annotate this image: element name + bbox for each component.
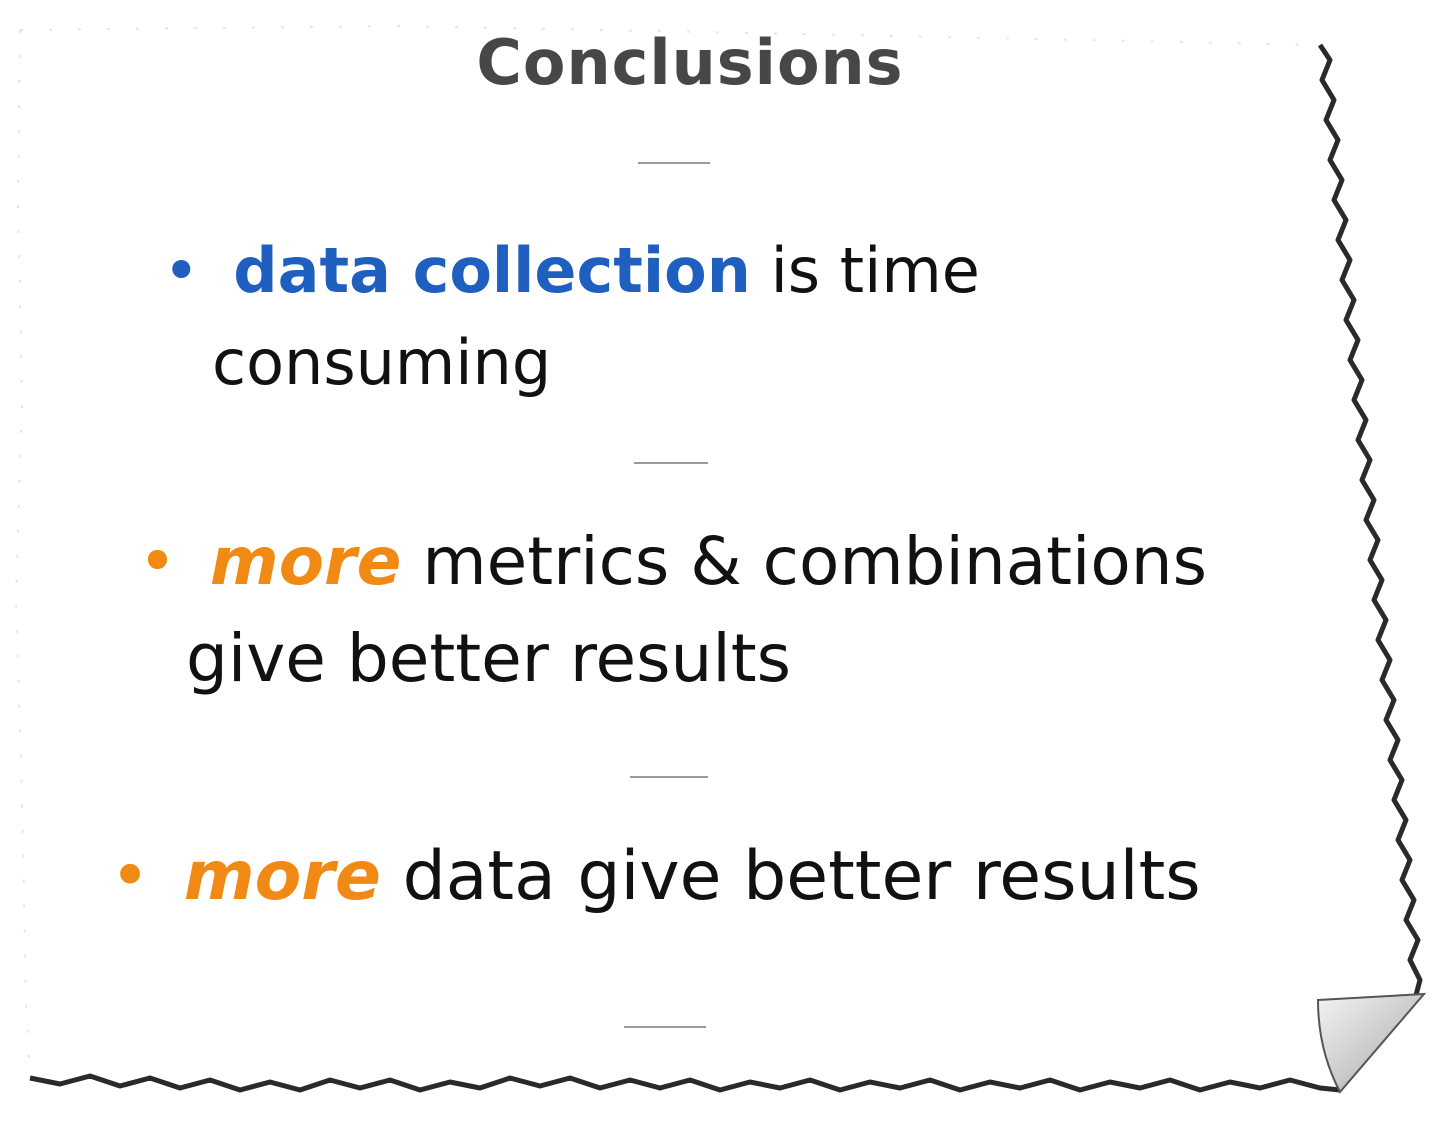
bullet-3-text: data give better results [380, 837, 1201, 916]
torn-bottom-edge [29, 1073, 1341, 1093]
paper-sheet [20, 30, 1420, 1090]
faint-top-edge [19, 24, 1321, 46]
bullet-1-line-1: • data collection is time [163, 240, 980, 302]
bullet-1-dot: • [163, 234, 200, 307]
bullet-3-dot: • [110, 837, 151, 916]
bullet-2-line-2: give better results [186, 620, 791, 697]
bullet-2-dot: • [138, 523, 177, 600]
bullet-1-highlight: data collection [233, 234, 751, 307]
torn-right-edge [1317, 43, 1423, 996]
bullet-2-text: metrics & combinations [401, 523, 1207, 600]
bullet-2-line-1: • more metrics & combinations [138, 529, 1207, 595]
divider-1 [638, 162, 710, 164]
bullet-1-line-2: consuming [212, 326, 552, 399]
divider-4 [624, 1026, 706, 1028]
bullet-3-line-1: • more data give better results [110, 843, 1201, 911]
divider-2 [634, 462, 708, 464]
bullet-2-highlight: more [209, 523, 402, 600]
divider-3 [630, 776, 708, 778]
bullet-1-text: is time [750, 234, 980, 307]
page-title: Conclusions [476, 26, 904, 99]
bullet-3-highlight: more [183, 837, 381, 916]
page-curl [1316, 992, 1427, 1094]
